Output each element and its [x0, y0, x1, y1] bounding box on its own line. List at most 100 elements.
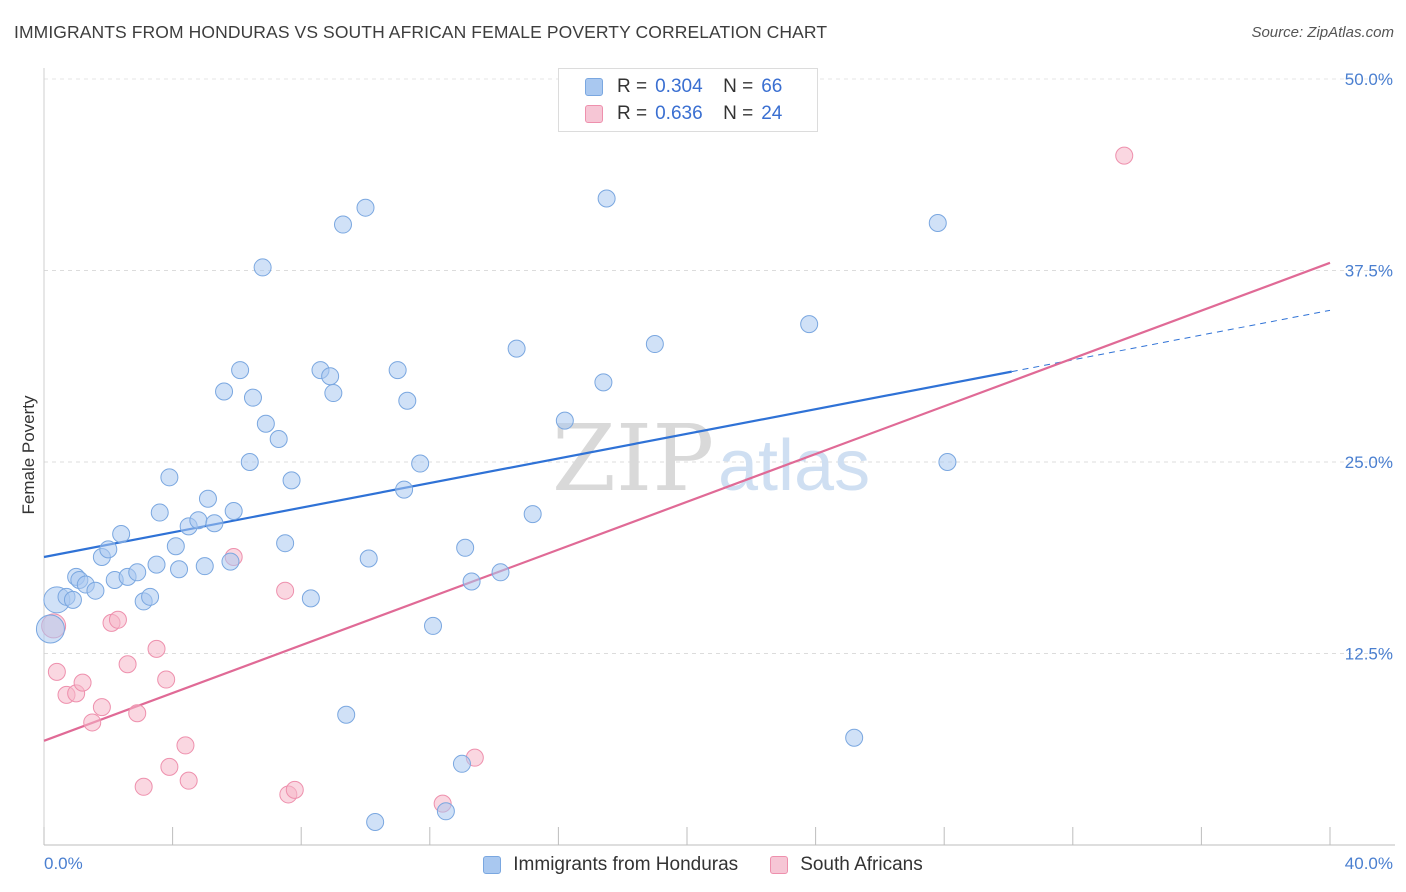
legend-r-label: R = [617, 76, 648, 97]
data-point-honduras [424, 616, 443, 635]
data-point-honduras [321, 367, 340, 386]
data-point-honduras [452, 754, 471, 773]
data-point-south-africans [147, 639, 166, 658]
data-point-south-africans [1115, 146, 1134, 165]
chart-title: IMMIGRANTS FROM HONDURAS VS SOUTH AFRICA… [14, 22, 828, 42]
data-point-honduras [462, 572, 481, 591]
legend-item-south-africans: South Africans [770, 854, 923, 876]
data-point-honduras [337, 705, 356, 724]
data-point-honduras [333, 215, 352, 234]
legend-r-value: 0.304 [655, 76, 703, 97]
data-point-honduras [166, 537, 185, 556]
data-point-honduras [215, 382, 234, 401]
data-point-south-africans [73, 673, 92, 692]
data-point-south-africans [134, 777, 153, 796]
watermark-zip: ZIP [552, 405, 714, 512]
legend-r-value: 0.636 [655, 103, 703, 124]
data-point-honduras [189, 511, 208, 530]
data-point-honduras [282, 471, 301, 490]
trend-line-south-africans [43, 261, 1331, 742]
data-point-honduras [256, 414, 275, 433]
data-point-honduras [928, 214, 947, 233]
x-tick-label: 40.0% [1345, 854, 1393, 873]
legend-label-south-africans: South Africans [800, 854, 923, 875]
data-point-south-africans [157, 670, 176, 689]
legend-swatch-south-africans [585, 105, 603, 123]
legend-item-honduras: Immigrants from Honduras [483, 854, 738, 876]
data-point-honduras [224, 502, 243, 521]
legend-r-label: R = [617, 103, 648, 124]
data-point-honduras [555, 411, 574, 430]
data-point-honduras [411, 454, 430, 473]
data-point-honduras [198, 489, 217, 508]
data-point-honduras [150, 503, 169, 522]
legend-n-label: N = [723, 103, 754, 124]
legend-swatch-south-africans [770, 856, 789, 874]
y-tick-label: 25.0% [1345, 453, 1393, 472]
data-point-south-africans [118, 655, 137, 674]
data-point-honduras [243, 388, 262, 407]
x-tick-label: 0.0% [44, 854, 83, 873]
data-point-south-africans [179, 771, 198, 790]
data-point-honduras [276, 534, 295, 553]
series-legend: Immigrants from Honduras South Africans [0, 852, 1406, 878]
legend-row-south-africans: R = 0.636 N = 24 [585, 101, 782, 127]
legend-label-honduras: Immigrants from Honduras [513, 854, 739, 875]
correlation-legend: R = 0.304 N = 66 R = 0.636 N = 24 [558, 68, 818, 132]
data-point-honduras [35, 614, 65, 644]
data-point-south-africans [47, 662, 66, 681]
data-point-honduras [112, 525, 131, 544]
data-point-honduras [523, 505, 542, 524]
source-credit: Source: ZipAtlas.com [1251, 24, 1394, 41]
data-point-honduras [436, 802, 455, 821]
trend-lines [43, 261, 1331, 742]
data-point-honduras [456, 538, 475, 557]
watermark-atlas: atlas [718, 426, 870, 506]
data-point-honduras [221, 552, 240, 571]
trend-line-honduras [43, 370, 1012, 559]
data-point-honduras [491, 563, 510, 582]
data-point-south-africans [108, 610, 127, 629]
data-point-honduras [301, 589, 320, 608]
data-point-honduras [395, 480, 414, 499]
watermark: ZIP atlas [552, 405, 870, 512]
y-axis-label: Female Poverty [19, 395, 38, 515]
legend-swatch-honduras [483, 856, 502, 874]
data-point-honduras [324, 384, 343, 403]
data-point-honduras [141, 587, 160, 606]
data-point-south-africans [160, 757, 179, 776]
data-point-honduras [645, 335, 664, 354]
data-point-honduras [86, 581, 105, 600]
data-point-honduras [231, 361, 250, 380]
data-point-honduras [128, 563, 147, 582]
data-point-honduras [195, 557, 214, 576]
legend-n-value: 24 [761, 103, 783, 124]
data-point-honduras [356, 198, 375, 217]
data-point-honduras [170, 560, 189, 579]
data-point-honduras [597, 189, 616, 208]
legend-n-label: N = [723, 76, 754, 97]
data-point-south-africans [83, 713, 102, 732]
data-point-honduras [398, 391, 417, 410]
series-honduras-points [35, 189, 957, 832]
legend-swatch-honduras [585, 78, 603, 96]
data-point-south-africans [285, 780, 304, 799]
data-point-honduras [240, 453, 259, 471]
y-tick-label: 12.5% [1345, 645, 1393, 664]
data-point-south-africans [176, 736, 195, 755]
data-point-honduras [938, 453, 957, 471]
legend-n-value: 66 [761, 76, 783, 97]
data-point-south-africans [128, 704, 147, 723]
data-point-honduras [269, 430, 288, 449]
data-point-honduras [253, 258, 272, 277]
data-point-honduras [845, 728, 864, 747]
axes [43, 68, 1395, 846]
legend-row-honduras: R = 0.304 N = 66 [585, 74, 782, 100]
data-point-honduras [147, 555, 166, 574]
y-tick-label: 50.0% [1345, 70, 1393, 89]
data-point-south-africans [276, 581, 295, 600]
y-tick-label: 37.5% [1345, 262, 1393, 281]
data-point-honduras [594, 373, 613, 392]
data-point-honduras [99, 540, 118, 559]
